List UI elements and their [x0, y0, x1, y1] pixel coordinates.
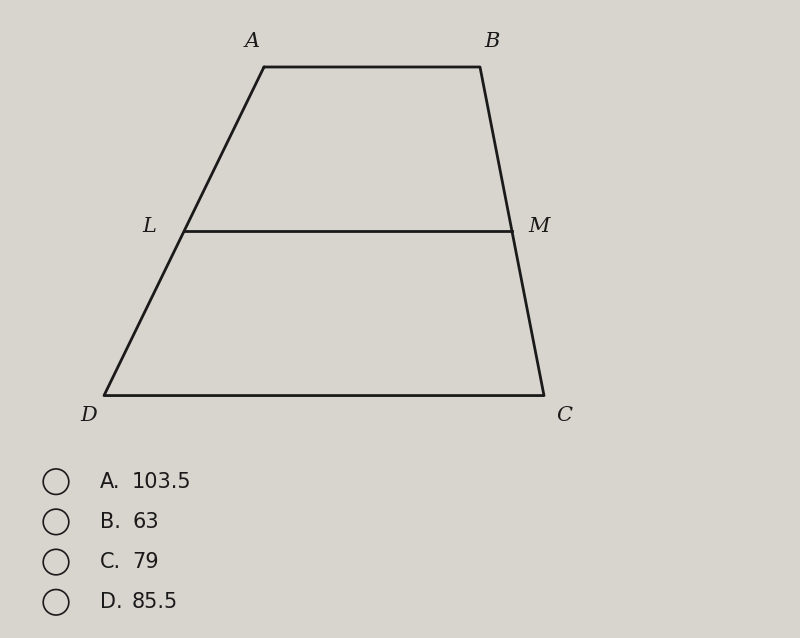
Text: B.: B. [100, 512, 121, 532]
Text: D.: D. [100, 592, 122, 612]
Text: 79: 79 [132, 552, 158, 572]
Text: C.: C. [100, 552, 121, 572]
Text: 63: 63 [132, 512, 158, 532]
Text: D: D [80, 406, 97, 426]
Text: C: C [556, 406, 572, 426]
Text: A.: A. [100, 471, 121, 492]
Text: 85.5: 85.5 [132, 592, 178, 612]
Text: 103.5: 103.5 [132, 471, 192, 492]
Text: L: L [142, 217, 156, 236]
Text: M: M [528, 217, 550, 236]
Text: B: B [484, 32, 500, 51]
Text: A: A [245, 32, 259, 51]
